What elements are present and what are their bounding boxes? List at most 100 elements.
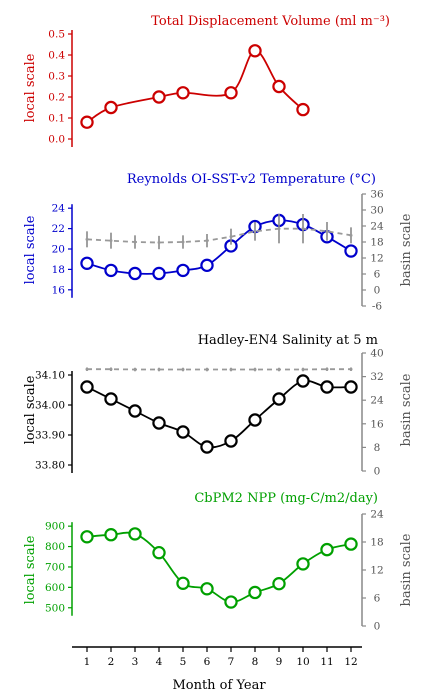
data-point xyxy=(248,413,262,427)
data-point-basin xyxy=(205,239,209,243)
data-point-basin xyxy=(301,227,305,231)
y-tick-label-right: 40 xyxy=(370,348,383,360)
series-line xyxy=(86,49,304,123)
y-tick-label-right: 6 xyxy=(374,593,381,605)
panel-salinity: Hadley-EN4 Salinity at 5 m xyxy=(198,333,378,348)
data-point xyxy=(296,102,310,117)
data-point-basin xyxy=(133,368,137,372)
y-tick-label-right: 12 xyxy=(370,253,383,265)
data-point xyxy=(152,266,166,281)
y-axis-label: local scale xyxy=(23,215,38,284)
x-tick-label: 12 xyxy=(344,656,357,668)
data-point xyxy=(128,404,142,418)
data-point-basin xyxy=(253,368,257,372)
series-local xyxy=(80,44,310,129)
panel-displacement-volume: Total Displacement Volume (ml m⁻³) xyxy=(151,14,390,29)
x-tick-label: 1 xyxy=(84,656,91,668)
data-point-basin xyxy=(109,239,113,243)
y-tick-label: 24 xyxy=(52,203,66,215)
data-point xyxy=(176,86,190,100)
data-point xyxy=(272,576,286,591)
y-tick-label: 34.10 xyxy=(35,370,65,382)
panel-title: Total Displacement Volume (ml m⁻³) xyxy=(151,14,390,29)
panel-title: Reynolds OI-SST-v2 Temperature (°C) xyxy=(127,172,376,187)
y-tick-label-right: 36 xyxy=(370,189,384,201)
panel-title: Hadley-EN4 Salinity at 5 m xyxy=(198,333,378,348)
data-point xyxy=(272,392,286,406)
data-point xyxy=(272,79,286,94)
x-tick-label: 5 xyxy=(180,656,187,668)
x-axis-label: Month of Year xyxy=(172,678,266,693)
data-point xyxy=(152,90,166,104)
y-tick-label-right: 32 xyxy=(370,371,383,383)
y-tick-label-right: 24 xyxy=(370,509,384,521)
x-tick-label: 9 xyxy=(276,656,283,668)
x-tick-label: 8 xyxy=(252,656,259,668)
y-tick-label-right: 0 xyxy=(374,285,381,297)
y-tick-label-right: 8 xyxy=(374,442,381,454)
panel-npp: CbPM2 NPP (mg-C/m2/day) xyxy=(194,491,378,506)
data-point xyxy=(296,557,310,571)
y-tick-label: 0.0 xyxy=(48,134,65,146)
y-axis-label-right: basin scale xyxy=(399,213,414,286)
y-tick-label: 800 xyxy=(45,541,65,553)
data-point xyxy=(200,582,214,596)
data-point-basin xyxy=(157,368,161,372)
x-ticks: 1 2 3 4 5 6 7 8 9 10 11 12 xyxy=(84,647,358,668)
data-point-basin xyxy=(157,241,161,245)
y-tick-label: 0.5 xyxy=(48,29,65,41)
data-point xyxy=(152,416,166,430)
data-point-basin xyxy=(133,240,137,244)
data-point xyxy=(320,380,334,394)
data-point xyxy=(80,256,94,270)
y-tick-label: 18 xyxy=(52,264,65,276)
series-local xyxy=(80,213,358,281)
series-line xyxy=(86,379,352,449)
x-tick-label: 11 xyxy=(320,656,333,668)
data-point xyxy=(80,530,94,544)
panel-1-plot: 16 18 20 22 24 local scale -6 0 6 12 18 24 30 36 basin… xyxy=(23,189,414,313)
y-tick-label-right: 18 xyxy=(370,537,383,549)
data-point xyxy=(80,115,94,129)
y-tick-label-right: -6 xyxy=(372,301,383,313)
data-point-basin xyxy=(85,237,89,241)
x-axis: 1 2 3 4 5 6 7 8 9 10 11 12 Month of Year xyxy=(72,646,362,693)
series-line xyxy=(86,219,352,275)
y-tick-label: 900 xyxy=(45,521,65,533)
data-point xyxy=(104,100,118,115)
y-tick-label: 16 xyxy=(52,284,66,296)
y-axis-label-right: basin scale xyxy=(399,533,414,606)
data-point xyxy=(200,440,214,454)
data-point xyxy=(80,380,94,394)
data-point-basin xyxy=(301,368,305,372)
data-point xyxy=(176,425,190,439)
y-tick-label: 0.3 xyxy=(48,71,65,83)
panel-title: CbPM2 NPP (mg-C/m2/day) xyxy=(194,491,378,506)
x-tick-label: 7 xyxy=(228,656,235,668)
data-point-basin xyxy=(349,233,353,237)
series-basin xyxy=(85,214,353,250)
series-local xyxy=(80,527,358,609)
y-tick-label: 600 xyxy=(45,582,65,594)
y-tick-label-right: 24 xyxy=(370,395,384,407)
data-point xyxy=(320,542,334,557)
y-axis-label: local scale xyxy=(23,375,38,444)
data-point xyxy=(104,263,118,278)
data-point xyxy=(104,392,118,406)
data-point-basin xyxy=(349,367,353,371)
data-point xyxy=(152,545,166,560)
y-tick-label: 20 xyxy=(52,244,65,256)
data-point-basin xyxy=(277,368,281,372)
data-point xyxy=(104,528,118,542)
x-tick-label: 10 xyxy=(296,656,309,668)
y-tick-label-right: 16 xyxy=(370,418,384,430)
data-point xyxy=(344,537,358,551)
data-point-basin xyxy=(325,229,329,233)
y-tick-label-right: 24 xyxy=(370,221,384,233)
data-point xyxy=(296,374,310,388)
y-tick-label-right: 6 xyxy=(374,269,381,281)
data-point-basin xyxy=(229,235,233,239)
data-point-basin xyxy=(325,367,329,371)
data-point xyxy=(344,380,358,394)
y-tick-label: 0.1 xyxy=(48,113,65,125)
